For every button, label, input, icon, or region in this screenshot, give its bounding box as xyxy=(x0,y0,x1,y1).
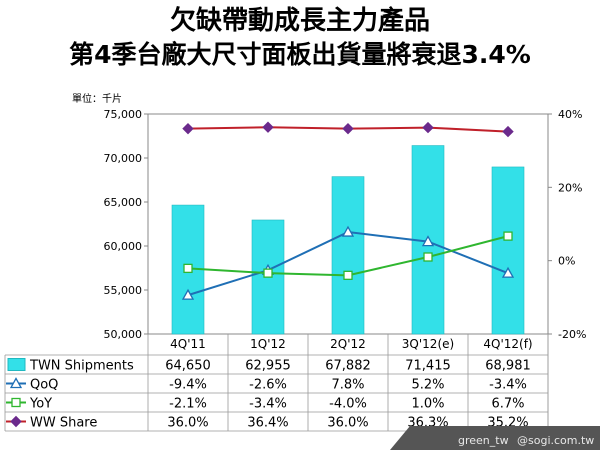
legend-label: WW Share xyxy=(30,416,97,431)
data-label: 7.8% xyxy=(331,378,364,393)
data-label: -3.4% xyxy=(489,378,527,393)
data-label: 62,955 xyxy=(245,359,291,374)
data-label: 71,415 xyxy=(405,359,451,374)
watermark-panel xyxy=(390,426,600,450)
data-label: 36.0% xyxy=(327,416,368,431)
legend-label: QoQ xyxy=(30,378,58,393)
data-label: 36.0% xyxy=(167,416,208,431)
point-qoq xyxy=(421,235,435,247)
data-label: -2.6% xyxy=(249,378,287,393)
point-ww-share xyxy=(262,121,274,133)
watermark-site: @sogi.com.tw xyxy=(517,434,595,447)
y-left-tick-label: 55,000 xyxy=(104,284,143,297)
point-ww-share xyxy=(342,122,354,135)
y-left-tick-label: 65,000 xyxy=(104,196,143,209)
data-label: -4.0% xyxy=(329,397,367,412)
point-yoy xyxy=(503,231,513,241)
y-left-tick-label: 50,000 xyxy=(104,328,143,341)
point-yoy xyxy=(183,263,193,274)
data-label: 5.2% xyxy=(411,378,444,393)
legend-bar-swatch xyxy=(7,358,26,371)
legend-marker-qoq xyxy=(9,377,23,389)
x-tick-label: 4Q'11 xyxy=(170,337,206,351)
data-label: 1.0% xyxy=(411,397,444,412)
point-yoy xyxy=(423,252,433,262)
x-tick-label: 4Q'12(f) xyxy=(483,337,532,351)
point-qoq xyxy=(341,225,355,237)
data-label: 6.7% xyxy=(491,397,524,412)
bar-twn-shipments xyxy=(331,176,365,335)
data-label: -9.4% xyxy=(169,378,207,393)
data-label: 67,882 xyxy=(325,359,371,374)
y-right-tick-label: -20% xyxy=(558,328,586,341)
y-right-tick-label: 40% xyxy=(558,108,582,121)
bar-twn-shipments xyxy=(491,166,525,335)
point-yoy xyxy=(343,270,353,280)
point-yoy xyxy=(263,268,273,278)
unit-label: 單位：千片 xyxy=(72,94,122,105)
x-tick-label: 3Q'12(e) xyxy=(402,337,454,351)
legend-marker-yoy xyxy=(11,397,21,408)
chart-subtitle: 第4季台廠大尺寸面板出貨量將衰退3.4% xyxy=(69,40,531,69)
data-label: 36.4% xyxy=(247,416,288,431)
data-label: 68,981 xyxy=(485,359,531,374)
x-tick-label: 2Q'12 xyxy=(330,337,366,351)
point-qoq xyxy=(181,288,195,300)
point-qoq xyxy=(501,266,515,278)
data-label: -2.1% xyxy=(169,397,207,412)
legend-label: YoY xyxy=(29,397,52,412)
y-right-tick-label: 20% xyxy=(558,181,582,194)
data-label: -3.4% xyxy=(249,397,287,412)
point-ww-share xyxy=(502,125,514,138)
legend-label: TWN Shipments xyxy=(29,359,134,374)
x-tick-label: 1Q'12 xyxy=(250,337,286,351)
y-left-tick-label: 60,000 xyxy=(104,240,143,253)
legend-marker-ww-share xyxy=(10,415,22,428)
y-left-tick-label: 70,000 xyxy=(104,152,143,165)
data-label: 64,650 xyxy=(165,359,211,374)
point-ww-share xyxy=(422,121,434,134)
y-right-tick-label: 0% xyxy=(558,255,575,268)
watermark-author: green_tw xyxy=(458,434,509,447)
point-ww-share xyxy=(182,122,194,135)
y-left-tick-label: 75,000 xyxy=(104,108,143,121)
chart-title: 欠缺帶動成長主力產品 xyxy=(169,6,430,36)
